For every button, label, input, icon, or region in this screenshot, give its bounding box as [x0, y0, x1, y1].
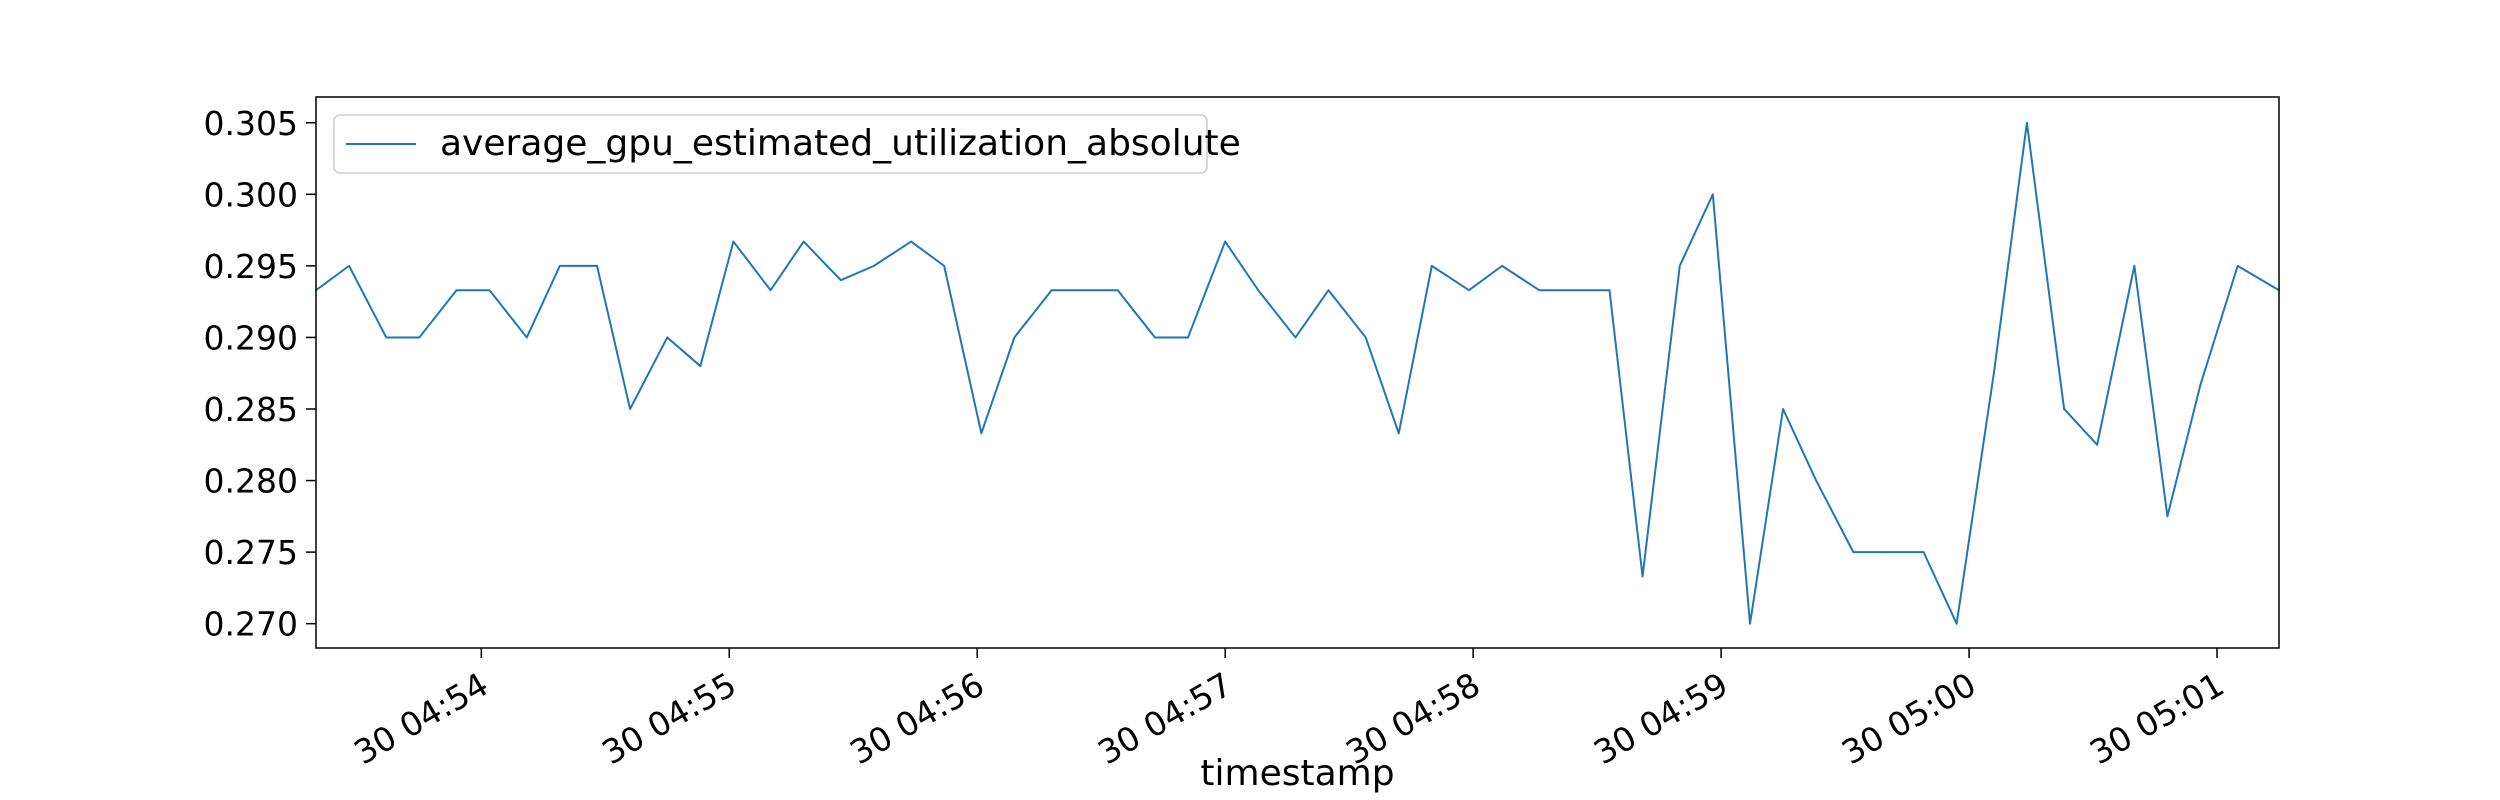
data-point	[1083, 289, 1086, 292]
data-point	[1922, 551, 1925, 553]
data-point	[385, 336, 388, 339]
data-point	[1013, 336, 1016, 339]
data-point	[525, 336, 528, 339]
data-point	[596, 265, 598, 267]
data-point	[1641, 575, 1644, 578]
data-point	[769, 289, 772, 292]
y-tick-label: 0.295	[204, 247, 298, 286]
data-point	[1538, 289, 1541, 292]
data-point	[1571, 289, 1574, 292]
data-point	[1993, 372, 1995, 375]
legend-box	[333, 114, 1208, 174]
data-point	[1885, 551, 1888, 553]
data-point	[1815, 479, 1817, 482]
data-point	[2166, 515, 2169, 518]
data-point	[699, 365, 702, 367]
data-point	[1608, 289, 1611, 292]
y-tick-label: 0.270	[204, 605, 298, 644]
data-point	[629, 408, 631, 410]
series-layer	[315, 121, 2280, 625]
data-point	[2199, 383, 2202, 386]
data-point	[1364, 336, 1367, 339]
x-axis-label: timestamp	[1200, 753, 1394, 794]
data-point	[1294, 336, 1297, 339]
data-point	[2063, 408, 2065, 410]
data-point	[1257, 289, 1260, 292]
data-point	[1154, 336, 1156, 339]
y-tick-label: 0.290	[204, 318, 298, 357]
plot-area-frame	[315, 96, 2280, 649]
data-point	[1678, 265, 1681, 267]
data-point	[732, 240, 735, 243]
legend-entry-label: average_gpu_estimated_utilization_absolu…	[440, 123, 1241, 164]
data-point	[802, 240, 805, 243]
data-point	[2236, 265, 2239, 267]
data-point	[1501, 265, 1503, 267]
y-tick-label: 0.305	[204, 104, 298, 143]
data-point	[1782, 408, 1784, 410]
data-point	[1852, 551, 1855, 553]
data-point	[910, 240, 912, 243]
data-point	[1955, 622, 1958, 625]
data-point	[666, 336, 669, 339]
data-point	[1712, 193, 1714, 196]
data-point	[943, 265, 945, 267]
y-tick-label: 0.280	[204, 462, 298, 501]
data-point	[418, 336, 421, 339]
data-point	[348, 265, 350, 267]
data-point	[1224, 240, 1226, 243]
data-point	[488, 289, 491, 292]
data-point	[1187, 336, 1189, 339]
y-axis: 0.270 0.275 0.280 0.285 0.290 0.295 0.300 0.305	[204, 104, 316, 644]
data-point	[1749, 622, 1751, 625]
data-point	[1397, 432, 1400, 435]
data-point	[1050, 289, 1053, 292]
data-point	[980, 432, 983, 435]
data-point	[1431, 265, 1433, 267]
y-tick-label: 0.285	[204, 390, 298, 429]
data-point	[455, 289, 458, 292]
data-point	[1468, 289, 1470, 292]
data-point	[840, 279, 842, 281]
data-point	[2096, 443, 2098, 446]
data-point	[2133, 265, 2136, 267]
data-point	[1116, 289, 1119, 292]
data-point	[2026, 121, 2028, 124]
legend: average_gpu_estimated_utilization_absolu…	[333, 114, 1241, 174]
data-point	[873, 265, 875, 267]
y-tick-label: 0.300	[204, 175, 298, 214]
data-point	[1327, 289, 1330, 292]
data-point	[559, 265, 561, 267]
y-tick-label: 0.275	[204, 533, 298, 572]
